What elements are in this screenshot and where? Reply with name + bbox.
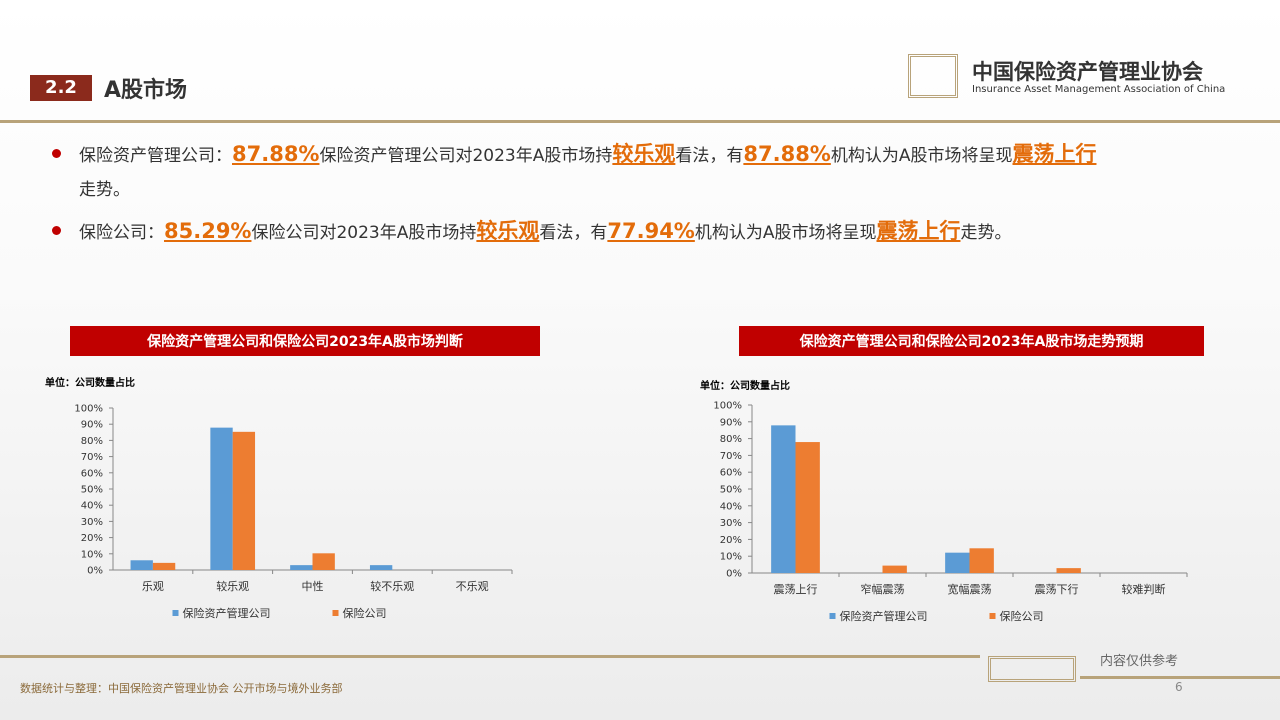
bar (1056, 568, 1081, 573)
footer-rule (0, 655, 980, 658)
section-number: 2.2 (30, 75, 92, 101)
x-tick-label: 宽幅震荡 (948, 582, 992, 596)
bar (232, 431, 256, 570)
bar (152, 562, 176, 570)
legend-label: 保险资产管理公司 (840, 609, 928, 623)
text: 保险公司对2023年A股市场持 (251, 223, 477, 243)
bar (969, 548, 994, 573)
text: 机构认为A股市场将呈现 (694, 223, 877, 243)
y-tick-label: 90% (720, 417, 742, 428)
y-tick-label: 30% (720, 518, 742, 529)
footer-rule (1080, 676, 1280, 679)
x-tick-label: 中性 (302, 579, 324, 593)
bar (945, 552, 970, 573)
text: 保险公司： (79, 223, 164, 243)
bar (130, 560, 153, 570)
logo-name: 中国保险资产管理业协会 (972, 60, 1203, 84)
x-tick-label: 较乐观 (216, 579, 249, 593)
legend-label: 保险公司 (343, 606, 387, 620)
highlight: 77.94% (607, 219, 695, 243)
highlight: 震荡上行 (1012, 142, 1097, 166)
bar (882, 565, 907, 573)
bar (312, 553, 335, 570)
x-tick-label: 较难判断 (1122, 582, 1166, 596)
x-tick-label: 较不乐观 (370, 579, 414, 593)
y-tick-label: 60% (720, 468, 742, 479)
x-tick-label: 窄幅震荡 (861, 582, 905, 596)
y-tick-label: 30% (81, 517, 103, 528)
highlight: 较乐观 (476, 219, 540, 243)
y-tick-label: 70% (81, 452, 103, 463)
header-rule (0, 120, 1280, 123)
y-tick-label: 10% (720, 552, 742, 563)
y-tick-label: 70% (720, 451, 742, 462)
bar (290, 565, 313, 570)
text: 机构认为A股市场将呈现 (830, 146, 1013, 166)
y-tick-label: 60% (81, 468, 103, 479)
y-tick-label: 10% (81, 549, 103, 560)
y-tick-label: 100% (74, 404, 103, 415)
highlight: 87.88% (232, 142, 320, 166)
highlight: 较乐观 (612, 142, 676, 166)
legend-swatch (989, 613, 996, 619)
logo-mark (908, 54, 958, 98)
disclaimer: 内容仅供参考 (1100, 654, 1179, 669)
bullet: 保险资产管理公司：87.88%保险资产管理公司对2023年A股市场持较乐观看法，… (52, 137, 1222, 207)
legend-label: 保险公司 (1000, 609, 1044, 623)
bar (369, 565, 393, 570)
section-title: A股市场 (104, 78, 188, 103)
y-tick-label: 50% (720, 485, 742, 496)
y-tick-label: 50% (81, 485, 103, 496)
chart-title: 保险资产管理公司和保险公司2023年A股市场判断 (146, 333, 463, 350)
y-tick-label: 20% (81, 533, 103, 544)
y-tick-label: 80% (720, 434, 742, 445)
bar (795, 442, 820, 573)
title-banner (70, 326, 540, 356)
chart-title: 保险资产管理公司和保险公司2023年A股市场走势预期 (799, 333, 1144, 350)
x-tick-label: 不乐观 (456, 580, 489, 593)
y-tick-label: 80% (81, 436, 103, 447)
chart-subtitle: 单位：公司数量占比 (45, 376, 135, 389)
text: 看法，有 (539, 223, 608, 243)
text: 走势。 (960, 223, 1012, 243)
bullet: 保险公司：85.29%保险公司对2023年A股市场持较乐观看法，有77.94%机… (52, 214, 1222, 250)
highlight: 震荡上行 (876, 219, 961, 243)
y-tick-label: 0% (87, 566, 103, 577)
page-number: 6 (1175, 680, 1183, 694)
bar (210, 427, 233, 570)
highlight: 87.88% (743, 142, 831, 166)
text: 走势。 (79, 180, 130, 200)
bar (771, 425, 796, 573)
legend-label: 保险资产管理公司 (183, 606, 271, 620)
legend-swatch (172, 610, 179, 616)
text: 保险资产管理公司： (79, 146, 232, 166)
logo-name-en: Insurance Asset Management Association o… (972, 84, 1226, 95)
y-tick-label: 40% (720, 501, 742, 512)
y-tick-label: 40% (81, 501, 103, 512)
text: 看法，有 (675, 146, 744, 166)
x-tick-label: 震荡上行 (774, 583, 818, 596)
x-tick-label: 震荡下行 (1035, 583, 1079, 596)
legend-swatch (332, 610, 339, 616)
x-tick-label: 乐观 (142, 580, 164, 593)
y-tick-label: 90% (81, 420, 103, 431)
y-tick-label: 100% (713, 401, 742, 412)
legend-swatch (829, 613, 836, 619)
title-banner (739, 326, 1204, 356)
footer-logo (988, 656, 1076, 682)
chart-subtitle: 单位：公司数量占比 (700, 379, 790, 392)
source: 数据统计与整理：中国保险资产管理业协会 公开市场与境外业务部 (20, 682, 343, 695)
y-tick-label: 20% (720, 535, 742, 546)
y-tick-label: 0% (726, 569, 742, 580)
highlight: 85.29% (164, 219, 252, 243)
text: 保险资产管理公司对2023年A股市场持 (319, 146, 613, 166)
